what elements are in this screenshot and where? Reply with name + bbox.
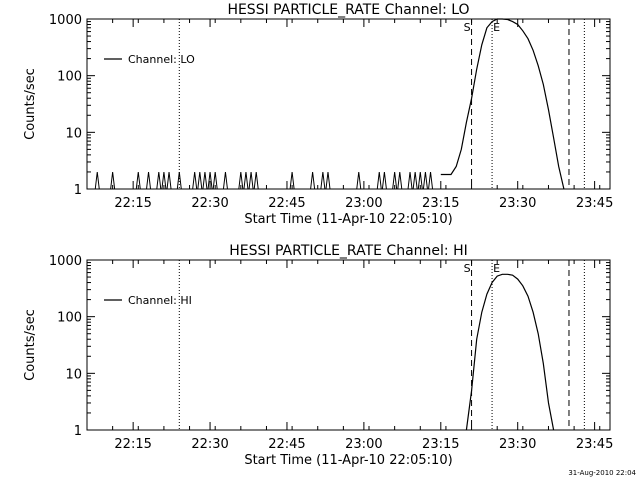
series-line-1 — [465, 273, 555, 431]
chart-title: HESSI PARTICLE_RATE Channel: HI — [229, 243, 467, 259]
y-tick-label: 10 — [65, 126, 82, 141]
chart-panel-2: HESSI PARTICLE_RATE Channel: HI S E 22:15 22… — [23, 243, 613, 468]
noise-spike — [192, 171, 198, 190]
x-tick-label: 23:00 — [345, 196, 382, 211]
x-tick-label: 22:15 — [114, 437, 151, 452]
x-tick-label: 22:30 — [191, 437, 228, 452]
chart-title: HESSI PARTICLE_RATE Channel: LO — [227, 2, 469, 18]
noise-spike — [381, 171, 387, 190]
marker-label-s: S — [464, 262, 471, 275]
plot-frame — [86, 18, 611, 190]
x-axis-label: Start Time (11-Apr-10 22:05:10) — [244, 453, 452, 468]
noise-spike — [248, 171, 254, 190]
noise-spike — [392, 171, 398, 190]
y-tick-label: 1000 — [49, 13, 82, 28]
series-line-1 — [440, 18, 565, 190]
noise-spike — [289, 171, 295, 190]
noise-spike — [110, 171, 116, 190]
noise-spike — [253, 171, 259, 190]
x-tick-label: 23:30 — [499, 437, 536, 452]
x-tick-label: 22:15 — [114, 196, 151, 211]
noise-spike — [207, 171, 213, 190]
legend-label: Channel: HI — [128, 294, 192, 307]
y-tick-label: 1 — [74, 183, 82, 198]
noise-spike — [417, 171, 423, 190]
noise-spike — [356, 171, 362, 190]
noise-spike — [397, 171, 403, 190]
marker-label-e: E — [493, 21, 500, 34]
noise-spike — [407, 171, 413, 190]
noise-spike — [146, 171, 152, 190]
noise-spike — [320, 171, 326, 190]
noise-spike — [135, 171, 141, 190]
noise-spike — [412, 171, 418, 190]
x-tick-label: 22:30 — [191, 196, 228, 211]
noise-spike — [222, 171, 228, 190]
noise-spike — [428, 171, 434, 190]
x-tick-label: 23:45 — [576, 437, 613, 452]
y-tick-label: 1 — [74, 424, 82, 439]
y-tick-label: 100 — [57, 311, 82, 326]
noise-spike — [238, 171, 244, 190]
noise-spike — [94, 171, 100, 190]
noise-spike — [176, 171, 182, 190]
noise-spike — [376, 171, 382, 190]
generation-timestamp: 31-Aug-2010 22:04 — [568, 469, 636, 477]
x-axis-label: Start Time (11-Apr-10 22:05:10) — [244, 212, 452, 227]
marker-label-e: E — [493, 262, 500, 275]
marker-label-s: S — [464, 21, 471, 34]
x-tick-label: 22:45 — [268, 196, 305, 211]
noise-spike — [243, 171, 249, 190]
noise-spike — [161, 171, 167, 190]
noise-spike — [212, 171, 218, 190]
noise-spike — [166, 171, 172, 190]
y-tick-label: 10 — [65, 367, 82, 382]
plot-frame — [86, 259, 611, 431]
noise-spike — [325, 171, 331, 190]
x-tick-label: 23:30 — [499, 196, 536, 211]
y-tick-label: 100 — [57, 70, 82, 85]
y-tick-label: 1000 — [49, 254, 82, 269]
x-tick-label: 23:15 — [422, 437, 459, 452]
x-tick-label: 23:00 — [345, 437, 382, 452]
x-tick-label: 23:15 — [422, 196, 459, 211]
y-axis-label: Counts/sec — [23, 309, 38, 381]
x-tick-label: 22:45 — [268, 437, 305, 452]
y-axis-label: Counts/sec — [23, 68, 38, 140]
noise-spike — [197, 171, 203, 190]
chart-panel-1: HESSI PARTICLE_RATE Channel: LO S E 22:15 22… — [23, 2, 613, 227]
noise-spike — [156, 171, 162, 190]
noise-spike — [202, 171, 208, 190]
x-tick-label: 23:45 — [576, 196, 613, 211]
legend-label: Channel: LO — [128, 53, 195, 66]
noise-spike — [310, 171, 316, 190]
noise-spike — [422, 171, 428, 190]
